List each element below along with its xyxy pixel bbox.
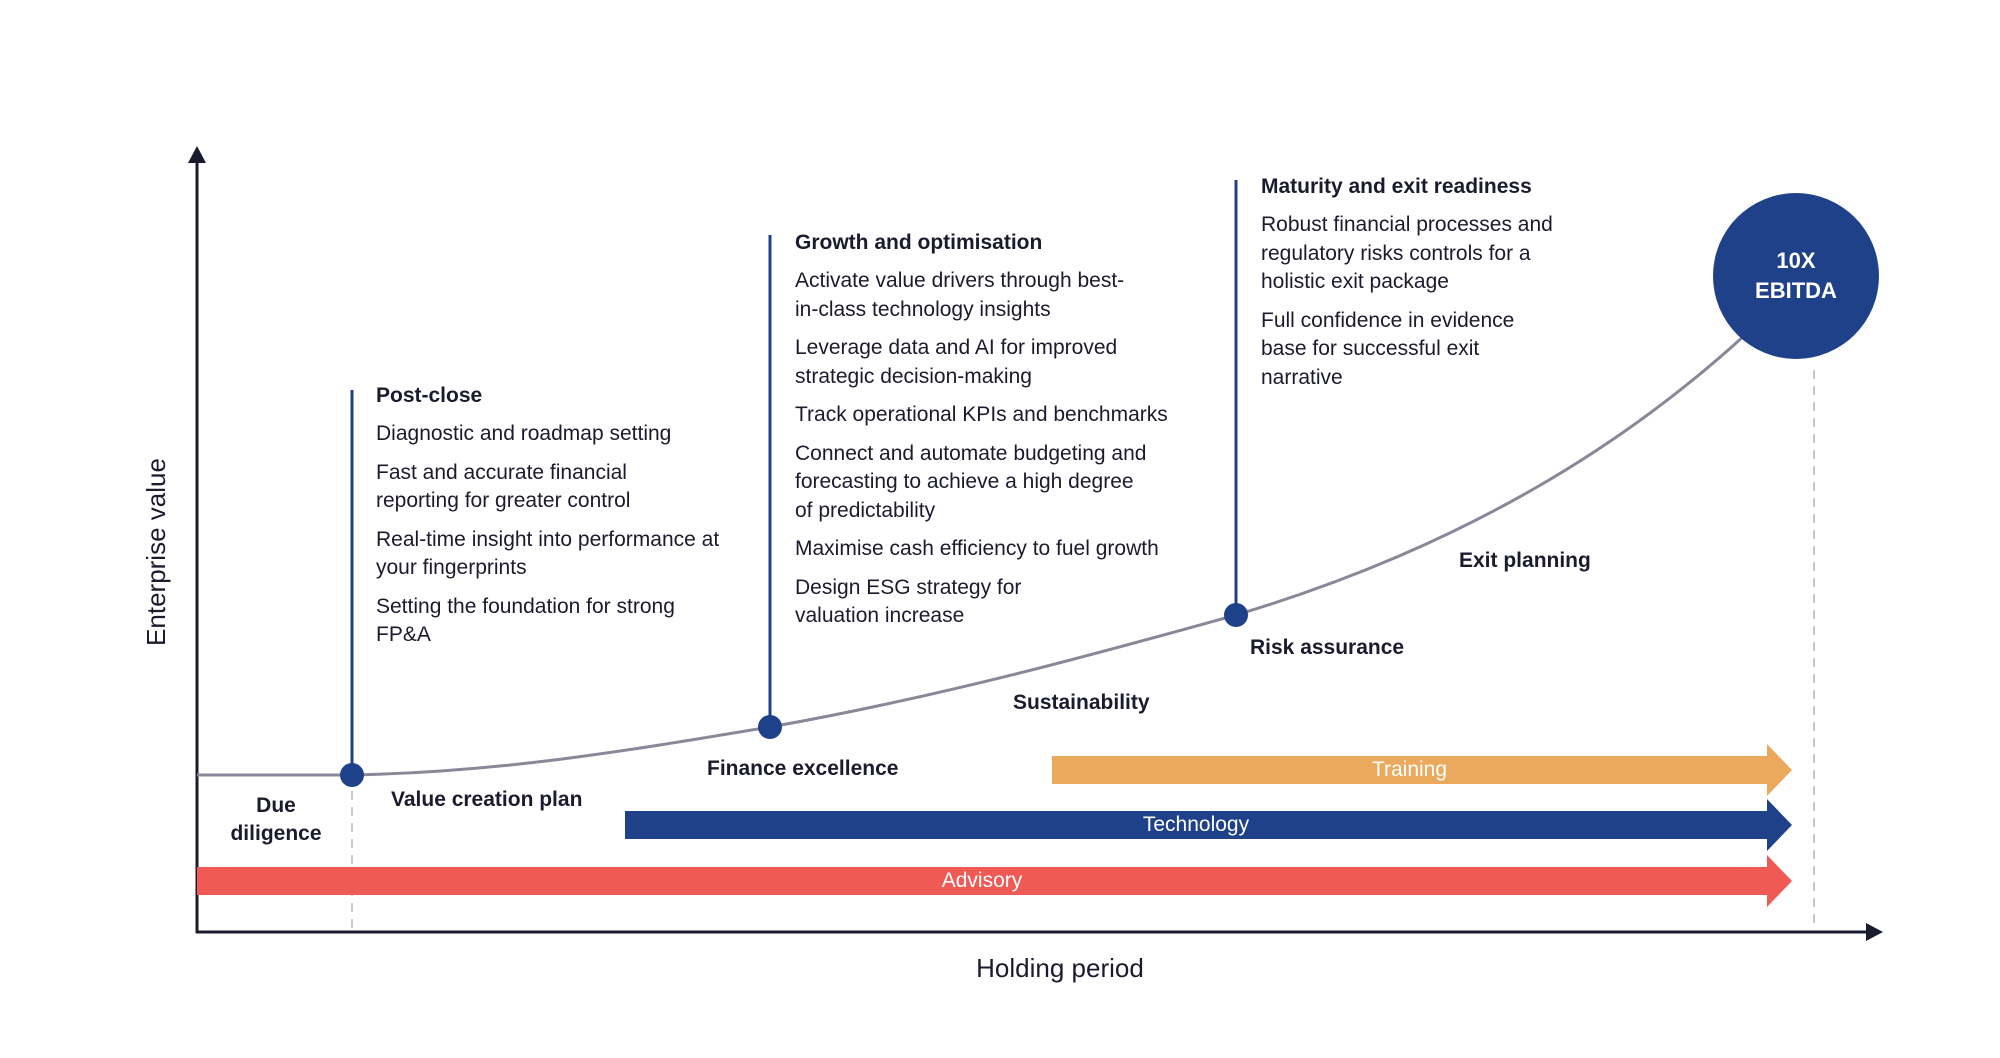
training-arrow bbox=[1052, 744, 1792, 796]
phase-items: Robust financial processes and regulator… bbox=[1261, 211, 1581, 392]
list-item: Leverage data and AI for improved strate… bbox=[795, 336, 1118, 388]
x-axis-label: Holding period bbox=[976, 953, 1144, 983]
training-arrow-label: Training bbox=[1371, 758, 1448, 781]
y-axis-arrowhead bbox=[188, 146, 206, 163]
exit-planning-label: Exit planning bbox=[1459, 549, 1591, 572]
list-item: Real-time insight into performance at yo… bbox=[376, 527, 720, 580]
list-item: Connect and automate budgeting and forec… bbox=[795, 441, 1147, 522]
phase-title: Post-close bbox=[376, 384, 483, 407]
technology-arrow-label: Technology bbox=[1142, 813, 1250, 836]
technology-arrow bbox=[625, 799, 1792, 851]
phase-post-close: Post-close Diagnostic and roadmap settin… bbox=[376, 382, 736, 660]
list-item: Setting the foundation for strong FP&A bbox=[376, 594, 675, 647]
list-item: Maximise cash efficiency to fuel growth bbox=[795, 537, 1159, 560]
phase-title: Maturity and exit readiness bbox=[1261, 175, 1532, 198]
value-curve bbox=[197, 333, 1747, 777]
list-item: Diagnostic and roadmap setting bbox=[376, 422, 672, 445]
ebitda-target-label: EBITDA bbox=[1755, 278, 1837, 303]
finance-excellence-label: Finance excellence bbox=[707, 757, 899, 780]
list-item: Activate value drivers through best-in-c… bbox=[795, 269, 1125, 321]
advisory-arrow bbox=[197, 855, 1792, 907]
phase-maturity-exit: Maturity and exit readiness Robust finan… bbox=[1261, 173, 1581, 402]
growth-milestone-dot bbox=[758, 715, 782, 739]
ebitda-target-circle: 10X EBITDA bbox=[1713, 193, 1879, 359]
list-item: Design ESG strategy for valuation increa… bbox=[795, 575, 1022, 628]
phase-title: Growth and optimisation bbox=[795, 231, 1043, 254]
ebitda-target-multiple: 10X bbox=[1776, 248, 1816, 273]
phase-items: Activate value drivers through best-in-c… bbox=[795, 267, 1225, 631]
phase-growth-optimisation: Growth and optimisation Activate value d… bbox=[795, 229, 1225, 641]
phase-items: Diagnostic and roadmap setting Fast and … bbox=[376, 420, 736, 650]
list-item: Robust financial processes and regulator… bbox=[1261, 213, 1553, 293]
value-creation-plan-label: Value creation plan bbox=[391, 788, 583, 811]
post-close-milestone-dot bbox=[340, 763, 364, 787]
list-item: Fast and accurate financial reporting fo… bbox=[376, 460, 631, 513]
list-item: Track operational KPIs and benchmarks bbox=[795, 403, 1168, 426]
due-diligence-label: Due diligence bbox=[230, 794, 322, 845]
sustainability-label: Sustainability bbox=[1013, 691, 1150, 714]
y-axis-label: Enterprise value bbox=[141, 458, 171, 646]
maturity-milestone-dot bbox=[1224, 603, 1248, 627]
x-axis-arrowhead bbox=[1866, 923, 1883, 941]
risk-assurance-label: Risk assurance bbox=[1250, 636, 1405, 659]
advisory-arrow-label: Advisory bbox=[941, 869, 1023, 892]
list-item: Full confidence in evidence base for suc… bbox=[1261, 308, 1515, 389]
